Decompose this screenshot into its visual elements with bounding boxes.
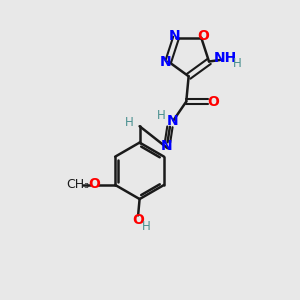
Text: N: N	[167, 115, 178, 128]
Text: N: N	[160, 55, 172, 68]
Text: NH: NH	[213, 51, 237, 64]
Text: H: H	[142, 220, 151, 233]
Text: N: N	[161, 139, 173, 152]
Text: O: O	[132, 213, 144, 227]
Text: O: O	[197, 29, 208, 43]
Text: N: N	[169, 29, 180, 43]
Text: H: H	[232, 57, 241, 70]
Text: H: H	[125, 116, 134, 129]
Text: H: H	[157, 109, 166, 122]
Text: O: O	[207, 94, 219, 109]
Text: CH₃: CH₃	[66, 178, 89, 191]
Text: O: O	[88, 177, 100, 191]
